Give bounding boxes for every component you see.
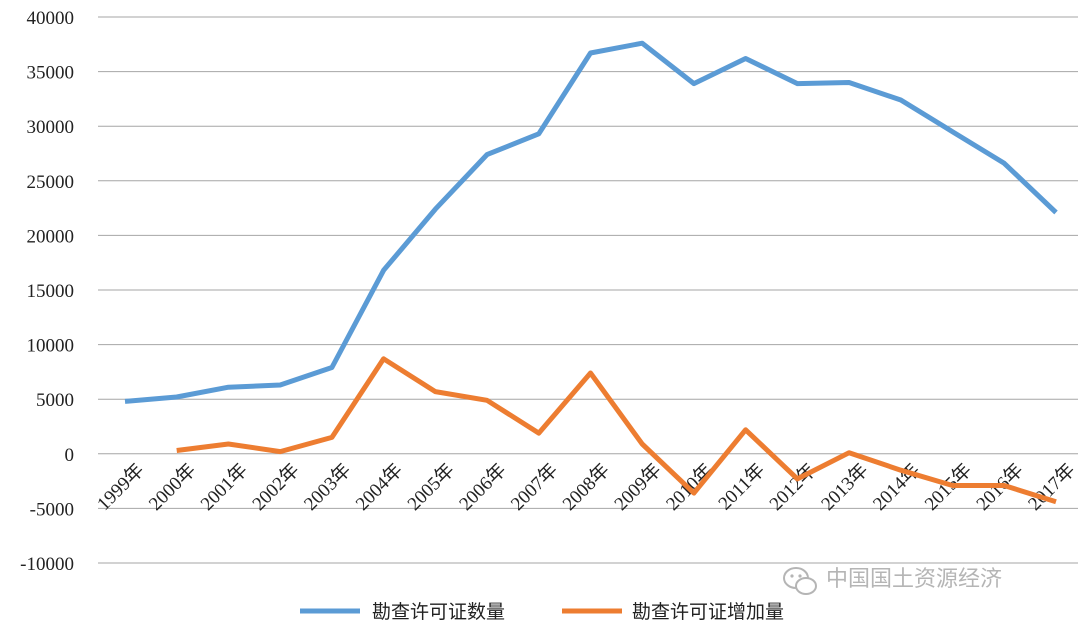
watermark-text: 中国国土资源经济 [826, 567, 1002, 592]
y-tick-label: 5000 [36, 390, 74, 411]
x-tick-label: 1999年 [93, 459, 149, 515]
y-tick-label: 20000 [27, 226, 75, 247]
x-tick-label: 2004年 [351, 459, 407, 515]
x-tick-label: 2009年 [610, 459, 666, 515]
watermark: 中国国土资源经济 [783, 567, 1002, 595]
y-tick-label: 25000 [27, 172, 75, 193]
x-tick-label: 2017年 [1024, 459, 1080, 515]
series-line-2 [176, 356, 1057, 505]
wechat-icon [783, 567, 817, 595]
y-tick-label: 10000 [27, 336, 75, 357]
x-tick-label: 2007年 [506, 459, 562, 515]
x-tick-label: 2005年 [403, 459, 459, 515]
y-tick-label: 15000 [27, 281, 75, 302]
legend-label-1: 勘查许可证数量 [372, 601, 505, 623]
grid-lines [98, 16, 1078, 564]
x-tick-label: 2012年 [765, 459, 821, 515]
series-line-1 [124, 40, 1058, 404]
y-tick-label: -5000 [30, 499, 74, 520]
x-tick-label: 2000年 [144, 459, 200, 515]
x-tick-label: 2011年 [714, 459, 769, 514]
x-tick-label: 2002年 [248, 459, 304, 515]
x-tick-label: 2006年 [455, 459, 511, 515]
y-tick-label: 40000 [27, 8, 75, 29]
legend-label-2: 勘查许可证增加量 [632, 601, 784, 623]
y-tick-label: 0 [65, 445, 75, 466]
y-tick-label: 30000 [27, 117, 75, 138]
y-axis: 40000 35000 30000 25000 20000 15000 10000 5000 0… [20, 8, 74, 575]
x-tick-label: 2001年 [196, 459, 252, 515]
x-tick-label: 2003年 [300, 459, 356, 515]
series-group [124, 40, 1058, 505]
y-tick-label: -10000 [20, 554, 74, 575]
x-axis: 1999年2000年2001年2002年2003年2004年2005年2006年… [93, 459, 1080, 515]
y-tick-label: 35000 [27, 63, 75, 84]
x-tick-label: 2008年 [558, 459, 614, 515]
legend: 勘查许可证数量 勘查许可证增加量 [300, 601, 784, 623]
